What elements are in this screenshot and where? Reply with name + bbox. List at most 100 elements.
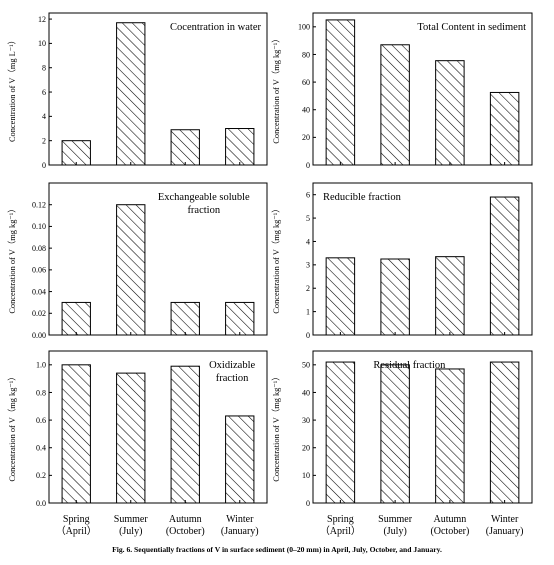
panel-title: fraction <box>187 205 220 216</box>
x-category-sublabel: (October) <box>166 526 205 537</box>
panel-title: fraction <box>216 373 249 384</box>
bar <box>116 204 146 336</box>
bar <box>170 365 200 504</box>
bar <box>225 128 255 166</box>
y-tick-label: 2 <box>306 284 310 293</box>
bar <box>435 256 465 336</box>
bar <box>489 91 520 166</box>
y-tick-label: 12 <box>38 15 46 24</box>
x-category-sublabel: (July) <box>383 526 406 537</box>
x-category-sublabel: (July) <box>119 526 142 537</box>
x-category-sublabel: (January) <box>486 526 524 537</box>
y-tick-label: 0.2 <box>36 471 46 480</box>
x-category-label: Summer <box>114 514 149 525</box>
y-tick-label: 6 <box>42 88 46 97</box>
panel-title: Total Content in sediment <box>417 22 526 33</box>
y-axis-label: Concentration of V（mg kg⁻¹） <box>272 204 281 313</box>
y-axis-label: Concentration of V（mg kg⁻¹） <box>272 372 281 481</box>
x-category-sublabel: （April） <box>56 525 97 537</box>
y-tick-label: 0.00 <box>32 331 46 340</box>
y-tick-label: 20 <box>302 444 310 453</box>
y-tick-label: 0 <box>306 331 310 340</box>
y-tick-label: 10 <box>38 39 46 48</box>
y-tick-label: 4 <box>42 112 46 121</box>
y-tick-label: 0 <box>306 499 310 508</box>
y-tick-label: 1 <box>306 307 310 316</box>
figure-caption: Fig. 6. Sequentially fractions of V in s… <box>112 545 442 554</box>
y-tick-label: 40 <box>302 106 310 115</box>
y-axis-label: Concentration of V（mg kg⁻¹） <box>272 34 281 143</box>
y-tick-label: 40 <box>302 388 310 397</box>
y-tick-label: 10 <box>302 471 310 480</box>
bar <box>325 257 356 336</box>
y-tick-label: 0.08 <box>32 244 46 253</box>
panel-title: Cocentration in water <box>170 22 261 33</box>
bar <box>61 364 91 504</box>
chart-panel-3: 0.00 0.02 0.04 0.06 0.08 0.10 0.12 Concentratio… <box>8 182 268 340</box>
y-tick-label: 80 <box>302 50 310 59</box>
x-category-sublabel: (October) <box>430 526 469 537</box>
bar <box>225 415 255 504</box>
x-category-label: Summer <box>378 514 413 525</box>
plot-frame <box>312 350 533 504</box>
y-tick-label: 100 <box>298 23 310 32</box>
y-tick-label: 60 <box>302 78 310 87</box>
x-category-label: Autumn <box>433 514 466 525</box>
y-tick-label: 0.10 <box>32 222 46 231</box>
y-tick-label: 30 <box>302 416 310 425</box>
chart-panel-5: 0.0 0.2 0.4 0.6 0.8 1.0 Concentration of V（mg … <box>8 350 268 508</box>
y-axis-label: Concentration of V（mg L⁻¹） <box>8 36 17 142</box>
y-tick-label: 5 <box>306 214 310 223</box>
y-axis-label: Concentration of V（mg kg⁻¹） <box>8 204 17 313</box>
y-tick-label: 6 <box>306 190 310 199</box>
y-tick-label: 3 <box>306 261 310 270</box>
bar <box>380 44 410 166</box>
y-tick-label: 2 <box>42 136 46 145</box>
chart-panel-6: 0 10 20 30 40 50 Concentration of V（mg kg⁻¹） Re… <box>272 350 533 508</box>
x-category-label: Winter <box>491 514 519 525</box>
y-tick-label: 0.8 <box>36 388 46 397</box>
bar <box>225 301 255 336</box>
y-tick-label: 0 <box>42 161 46 170</box>
plot-frame <box>312 12 533 166</box>
plot-frame <box>48 182 268 336</box>
bar <box>116 372 146 504</box>
y-tick-label: 0.06 <box>32 266 46 275</box>
x-category-label: Autumn <box>169 514 202 525</box>
y-tick-label: 4 <box>306 237 310 246</box>
y-tick-label: 0.12 <box>32 201 46 210</box>
plot-frame <box>48 350 268 504</box>
y-tick-label: 0 <box>306 161 310 170</box>
bar <box>116 22 146 166</box>
x-category-sublabel: （April） <box>320 525 361 537</box>
x-category-label: Spring <box>63 514 90 525</box>
y-tick-label: 0.04 <box>32 287 46 296</box>
y-tick-label: 8 <box>42 64 46 73</box>
bar <box>435 368 465 504</box>
y-tick-label: 20 <box>302 133 310 142</box>
bar <box>380 258 410 336</box>
bar <box>61 301 91 336</box>
panel-title: Reducible fraction <box>323 192 402 203</box>
bar <box>61 140 91 166</box>
panel-title: Residual fraction <box>373 360 446 371</box>
chart-panel-4: 0 1 2 3 4 5 6 Concentration of V（mg kg⁻¹） Reduci… <box>272 182 533 340</box>
bar <box>325 361 356 504</box>
y-tick-label: 50 <box>302 361 310 370</box>
bar <box>380 364 410 504</box>
y-tick-label: 0.02 <box>32 309 46 318</box>
y-axis-label: Concentration of V（mg kg⁻¹） <box>8 372 17 481</box>
plot-frame <box>48 12 268 166</box>
chart-panel-1: 0 2 4 6 8 10 12 Concentration of V（mg L⁻¹） Cocen… <box>8 12 268 170</box>
x-category-label: Spring <box>327 514 354 525</box>
bar <box>170 129 200 166</box>
bar <box>435 60 465 166</box>
panel-title: Exchangeable soluble <box>158 192 250 203</box>
x-category-label: Winter <box>226 514 254 525</box>
bar <box>489 196 520 336</box>
y-tick-label: 0.6 <box>36 416 46 425</box>
bar <box>489 361 520 504</box>
y-tick-label: 0.4 <box>36 444 46 453</box>
y-tick-label: 0.0 <box>36 499 46 508</box>
